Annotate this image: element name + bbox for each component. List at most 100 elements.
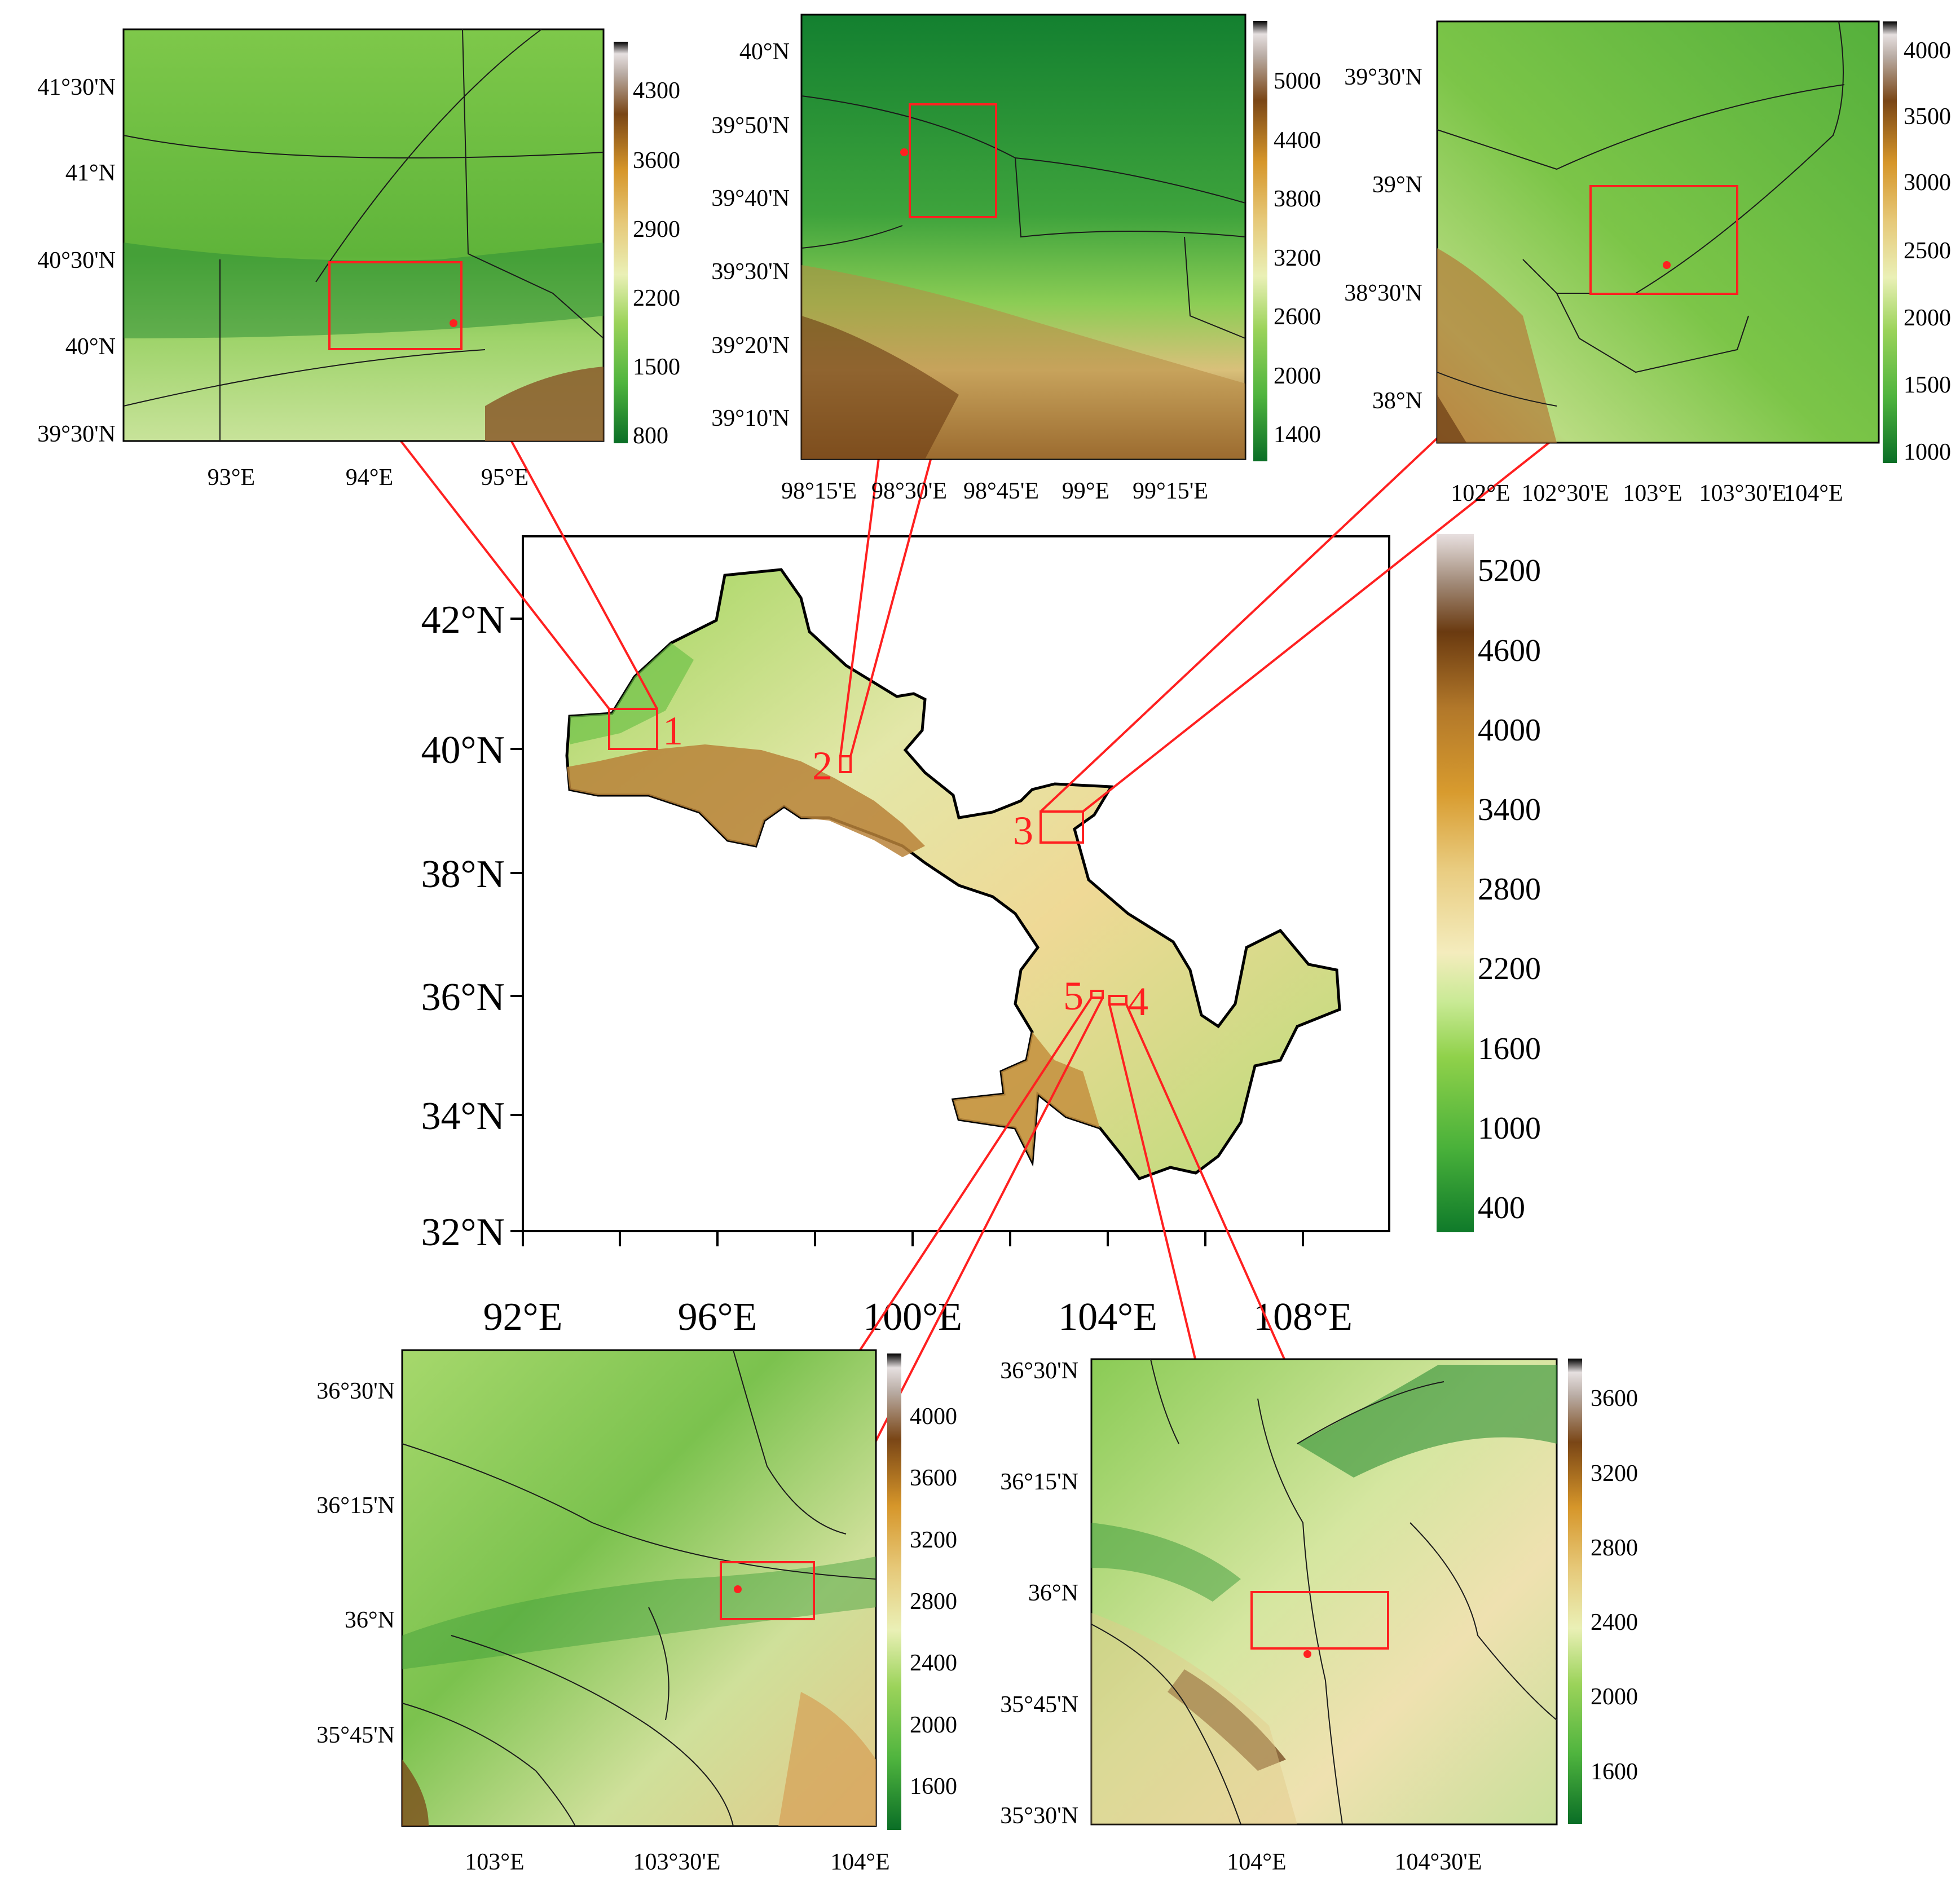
- main-lat-label: 32°N: [421, 1211, 505, 1254]
- inset-3-colorbar-tick: 1000: [1904, 439, 1951, 465]
- inset-5-site-dot: [734, 1585, 742, 1593]
- inset-2-map: 40°N 39°50'N 39°40'N 39°30'N 39°20'N 39°…: [711, 14, 1321, 504]
- inset-5-colorbar-tick: 2800: [910, 1589, 957, 1615]
- inset-3-lon-label: 103°30'E: [1699, 480, 1786, 506]
- main-colorbar-tick: 2200: [1478, 951, 1541, 986]
- inset-2-lat-label: 39°40'N: [711, 186, 790, 211]
- inset-4-lat-label: 35°45'N: [1000, 1692, 1078, 1718]
- main-lon-label: 108°E: [1253, 1295, 1353, 1339]
- site-box-5: [1090, 990, 1104, 999]
- inset-1-site-box: [328, 261, 463, 350]
- main-lon-label: 96°E: [678, 1295, 757, 1339]
- inset-4-lat-label: 36°N: [1028, 1580, 1078, 1606]
- inset-5-lat-label: 36°15'N: [316, 1493, 395, 1519]
- inset-3-lat-label: 39°N: [1372, 172, 1422, 198]
- main-lon-label: 104°E: [1058, 1295, 1157, 1339]
- main-colorbar-tick: 3400: [1478, 792, 1541, 827]
- inset-4-colorbar-tick: 2000: [1591, 1684, 1638, 1710]
- main-map: 1 2 3 4 5 42°N 40°N 38°N 36°N 34°N 32°N: [421, 534, 1541, 1339]
- inset-5-colorbar: [887, 1353, 901, 1830]
- inset-3-colorbar-tick: 2000: [1904, 305, 1951, 331]
- inset-3-lat-label: 39°30'N: [1344, 64, 1422, 90]
- inset-1-colorbar-tick: 4300: [633, 78, 680, 104]
- inset-2-colorbar-tick: 5000: [1274, 68, 1321, 94]
- inset-3-colorbar-tick: 1500: [1904, 372, 1951, 398]
- main-lat-label: 36°N: [421, 976, 505, 1019]
- inset-2-lon-label: 98°45'E: [963, 478, 1039, 504]
- inset-1-colorbar: [614, 42, 628, 443]
- inset-4-site-dot: [1303, 1650, 1311, 1658]
- inset-2-site-box: [909, 103, 997, 218]
- inset-2-lon-label: 99°E: [1062, 478, 1109, 504]
- inset-5-colorbar-tick: 1600: [910, 1774, 957, 1800]
- main-lat-axis: 42°N 40°N 38°N 36°N 34°N 32°N: [421, 598, 523, 1254]
- inset-4-colorbar-tick: 3600: [1591, 1386, 1638, 1412]
- inset-5-lon-label: 104°E: [830, 1849, 889, 1875]
- inset-3-map: 39°30'N 39°N 38°30'N 38°N 102°E 102°30'E…: [1344, 20, 1951, 506]
- inset-2-colorbar-tick: 2600: [1274, 304, 1321, 330]
- main-lat-label: 42°N: [421, 598, 505, 642]
- inset-4-colorbar-tick: 2800: [1591, 1535, 1638, 1561]
- inset-2-colorbar-tick: 3800: [1274, 186, 1321, 212]
- site-box-3: [1040, 810, 1084, 844]
- main-colorbar-tick: 1600: [1478, 1031, 1541, 1066]
- inset-2-lat-label: 39°50'N: [711, 113, 790, 139]
- main-colorbar-tick: 2800: [1478, 872, 1541, 907]
- inset-3-site-box: [1589, 185, 1738, 295]
- main-lon-axis: 92°E 96°E 100°E 104°E 108°E: [483, 1231, 1353, 1339]
- inset-4-lon-label: 104°30'E: [1394, 1849, 1482, 1875]
- inset-4-lon-label: 104°E: [1227, 1849, 1286, 1875]
- inset-1-colorbar-tick: 2200: [633, 285, 680, 311]
- inset-2-lat-label: 39°20'N: [711, 333, 790, 359]
- inset-1-colorbar-tick: 2900: [633, 217, 680, 243]
- main-lat-label: 38°N: [421, 853, 505, 896]
- inset-3-site-dot: [1663, 261, 1671, 269]
- inset-1-lat-label: 39°30'N: [37, 421, 116, 447]
- inset-3-colorbar-tick: 2500: [1904, 238, 1951, 264]
- inset-2-colorbar: [1253, 21, 1267, 461]
- inset-1-lat-label: 40°30'N: [37, 248, 116, 274]
- inset-2-colorbar-tick: 3200: [1274, 245, 1321, 271]
- inset-5-colorbar-tick: 2400: [910, 1650, 957, 1676]
- inset-1-colorbar-tick: 3600: [633, 148, 680, 174]
- site-label-5: 5: [1063, 973, 1083, 1019]
- main-lat-label: 34°N: [421, 1095, 505, 1138]
- site-box-2: [839, 755, 852, 773]
- main-colorbar-tick: 5200: [1478, 553, 1541, 588]
- inset-5-colorbar-tick: 3200: [910, 1527, 957, 1553]
- inset-2-colorbar-tick: 1400: [1274, 422, 1321, 448]
- inset-4-colorbar: [1568, 1359, 1582, 1824]
- inset-4-colorbar-tick: 3200: [1591, 1461, 1638, 1487]
- inset-3-colorbar: [1883, 21, 1897, 463]
- inset-1-map: 41°30'N 41°N 40°30'N 40°N 39°30'N 93°E 9…: [37, 28, 680, 491]
- qilian-mountains: [567, 744, 925, 857]
- main-colorbar-tick: 400: [1478, 1191, 1525, 1225]
- inset-5-lat-label: 35°45'N: [316, 1722, 395, 1748]
- inset-3-lat-label: 38°N: [1372, 388, 1422, 414]
- inset-4-map: 36°30'N 36°15'N 36°N 35°45'N 35°30'N 104…: [1000, 1358, 1638, 1875]
- main-colorbar-tick: 4600: [1478, 633, 1541, 668]
- inset-3-colorbar-tick: 3000: [1904, 170, 1951, 196]
- inset-3-lon-label: 103°E: [1623, 480, 1682, 506]
- inset-3-lat-label: 38°30'N: [1344, 280, 1422, 306]
- inset-5-colorbar-tick: 3600: [910, 1465, 957, 1491]
- inset-2-lon-label: 99°15'E: [1133, 478, 1208, 504]
- main-colorbar-tick: 4000: [1478, 713, 1541, 748]
- inset-1-lat-label: 40°N: [65, 334, 116, 360]
- inset-1-frame: [122, 28, 605, 442]
- inset-4-colorbar-tick: 1600: [1591, 1759, 1638, 1785]
- inset-3-colorbar-tick: 4000: [1904, 38, 1951, 64]
- inset-3-lon-label: 104°E: [1783, 480, 1843, 506]
- site-box-1: [608, 708, 658, 750]
- inset-4-lat-label: 36°15'N: [1000, 1469, 1078, 1495]
- inset-1-site-dot: [450, 319, 457, 327]
- inset-1-lon-label: 94°E: [346, 465, 393, 491]
- main-lat-label: 40°N: [421, 729, 505, 772]
- inset-5-lon-label: 103°30'E: [633, 1849, 720, 1875]
- main-colorbar-tick: 1000: [1478, 1111, 1541, 1146]
- inset-3-colorbar-tick: 3500: [1904, 104, 1951, 130]
- main-lon-label: 92°E: [483, 1295, 563, 1339]
- inset-5-site-box: [720, 1561, 815, 1620]
- inset-4-lat-label: 35°30'N: [1000, 1803, 1078, 1829]
